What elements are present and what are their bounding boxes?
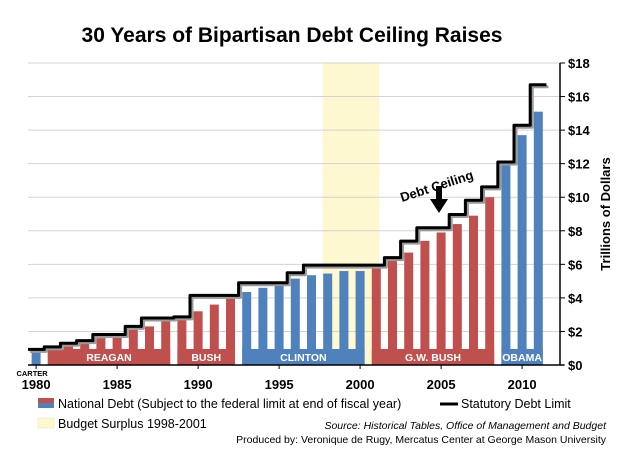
y-tick-label: $8: [568, 224, 582, 239]
debt-bar: [145, 326, 154, 365]
debt-bar: [290, 278, 300, 365]
president-band: [177, 349, 235, 365]
y-axis-label: Trillions of Dollars: [598, 157, 613, 270]
debt-bar: [355, 271, 365, 365]
y-tick-label: $0: [568, 358, 582, 373]
debt-bar: [469, 215, 478, 365]
debt-bar: [161, 321, 171, 365]
debt-bar: [517, 135, 527, 365]
debt-bar: [485, 197, 495, 365]
debt-bar: [501, 165, 511, 365]
debt-bar: [226, 297, 235, 365]
president-band: [47, 349, 171, 365]
y-tick-label: $10: [568, 190, 590, 205]
debt-bar: [307, 275, 316, 365]
y-tick-label: $14: [568, 123, 590, 138]
x-tick-label: 2005: [427, 377, 456, 392]
president-labels: CARTER REAGAN BUSH CLINTON G.W. BUSH OBAMA: [16, 349, 543, 378]
y-tick-label: $18: [568, 56, 590, 71]
president-label: CLINTON: [280, 352, 326, 364]
y-tick-label: $4: [568, 291, 583, 306]
president-label: OBAMA: [502, 352, 542, 364]
president-band: [371, 349, 495, 365]
debt-bar: [209, 304, 219, 365]
debt-bar: [323, 273, 333, 365]
credit-note: Produced by: Veronique de Rugy, Mercatus…: [236, 434, 607, 446]
president-band: [242, 349, 365, 365]
debt-bar: [31, 349, 41, 365]
president-label: G.W. BUSH: [405, 352, 461, 364]
debt-bar: [193, 311, 203, 365]
legend-swatch-surplus: [37, 417, 55, 429]
x-tick-label: 1980: [22, 377, 51, 392]
debt-limit-line: [28, 83, 547, 351]
axes: $0 $2 $4 $6 $8 $10 $12 $14 $16 $18 1980 1985 1990 199…: [22, 56, 591, 392]
legend: National Debt (Subject to the federal li…: [37, 397, 571, 431]
down-arrow-icon: [430, 186, 448, 213]
y-tick-label: $16: [568, 90, 590, 105]
y-tick-label: $6: [568, 257, 582, 272]
x-tick-label: 1985: [103, 377, 132, 392]
debt-bar: [533, 111, 543, 366]
x-tick-label: 1990: [184, 377, 213, 392]
debt-bar: [177, 316, 187, 365]
source-note: Source: Historical Tables, Office of Man…: [324, 420, 607, 432]
president-label: BUSH: [191, 352, 221, 364]
president-band: [501, 349, 543, 365]
legend-label-limit: Statutory Debt Limit: [461, 397, 571, 411]
x-tick-label: 2010: [508, 377, 537, 392]
source-text: Historical Tables, Office of Management …: [364, 420, 607, 432]
president-label: REAGAN: [86, 352, 132, 364]
x-tick-label: 1995: [265, 377, 294, 392]
debt-bar: [274, 282, 284, 365]
debt-bar: [388, 260, 397, 365]
debt-limit-line-shadow: [30, 85, 549, 353]
legend-label-surplus: Budget Surplus 1998-2001: [58, 417, 207, 431]
debt-bar: [420, 240, 430, 365]
chart-title: 30 Years of Bipartisan Debt Ceiling Rais…: [82, 24, 503, 47]
president-label: CARTER: [16, 369, 48, 378]
debt-bar: [339, 271, 349, 365]
debt-limit-line: [28, 83, 549, 353]
debt-ceiling-annotation: Debt Ceiling: [398, 167, 475, 213]
debt-bar: [128, 329, 138, 365]
debt-bar: [258, 287, 268, 365]
debt-bar: [436, 232, 446, 365]
source-prefix: Source:: [324, 420, 360, 432]
legend-swatch-debt-top: [38, 398, 54, 403]
debt-bar: [404, 252, 414, 365]
debt-bars: [31, 111, 543, 366]
y-tick-label: $2: [568, 324, 582, 339]
legend-label-debt: National Debt (Subject to the federal li…: [58, 397, 401, 411]
debt-bar: [452, 224, 462, 365]
debt-bar: [371, 268, 381, 365]
y-tick-label: $12: [568, 157, 590, 172]
x-tick-label: 2000: [346, 377, 375, 392]
debt-bar: [242, 292, 252, 365]
